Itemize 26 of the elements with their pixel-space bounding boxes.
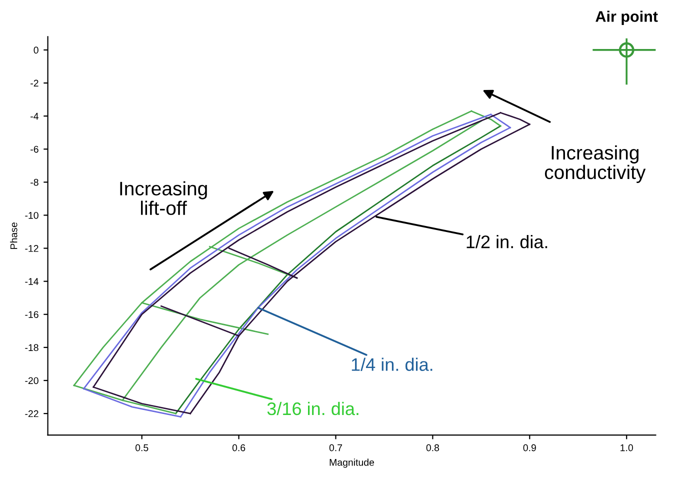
y-tick-label: -14: [25, 278, 38, 285]
y-tick-label: -20: [25, 377, 38, 384]
x-tick-label: 0.6: [232, 444, 246, 452]
x-tick-label: 0.5: [135, 444, 148, 452]
series-label: Air point: [596, 10, 658, 25]
y-tick-label: -22: [25, 410, 38, 418]
annotation: 3/16 in. dia.: [267, 402, 358, 416]
annotation: Increasing conductivity: [544, 145, 646, 184]
annotation: 1/4 in. dia.: [352, 358, 432, 371]
x-axis-title: Magnitude: [330, 458, 374, 468]
y-tick-label: -8: [30, 178, 38, 186]
annotation: Increasing lift-off: [120, 181, 207, 216]
y-tick-label: -18: [25, 344, 38, 352]
x-tick-label: 0.7: [329, 444, 342, 452]
x-tick-label: 0.9: [523, 444, 536, 452]
x-tick-label: 0.8: [426, 444, 440, 452]
y-axis-title: Phase: [10, 222, 18, 249]
y-tick-label: -10: [25, 212, 38, 219]
y-tick-label: -6: [30, 146, 38, 153]
x-tick-label: 1.0: [620, 444, 633, 452]
y-tick-label: -2: [30, 80, 38, 87]
y-tick-label: 0: [34, 46, 38, 54]
y-tick-label: -4: [30, 112, 38, 120]
y-tick-label: -12: [25, 245, 38, 252]
annotation: 1/2 in. dia.: [466, 235, 548, 248]
y-tick-label: -16: [25, 311, 38, 318]
